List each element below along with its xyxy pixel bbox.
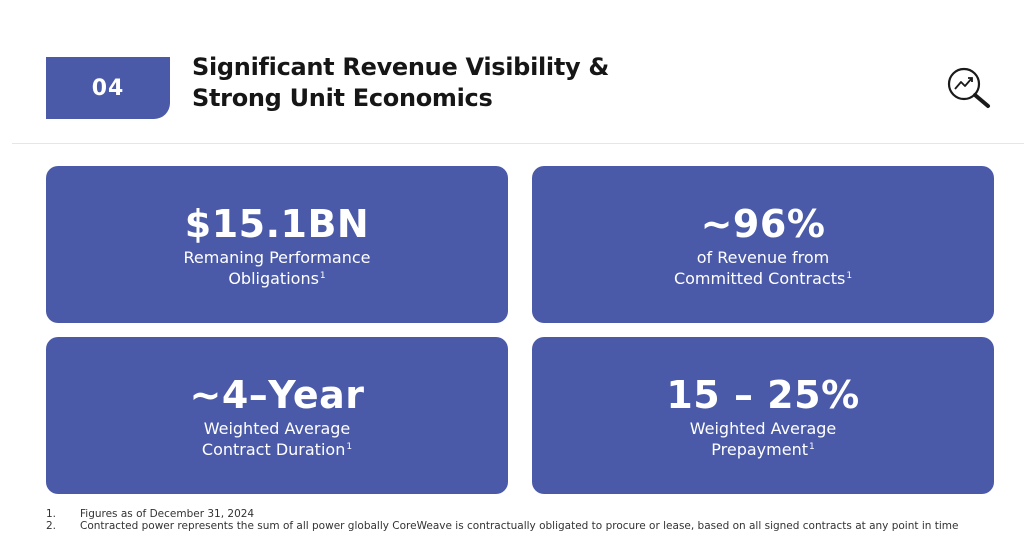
section-number: 04: [91, 75, 125, 101]
footnote-ref: 1: [808, 441, 815, 452]
footnote-ref: 1: [319, 270, 326, 281]
page-title: Significant Revenue Visibility & Strong …: [192, 52, 812, 114]
metric-label-line-2: Obligations: [228, 268, 319, 288]
footnotes: 1. Figures as of December 31, 2024 2. Co…: [46, 508, 996, 532]
footnote-number: 1.: [46, 508, 57, 520]
footnote-item: 1. Figures as of December 31, 2024: [46, 508, 996, 520]
header-divider: [12, 143, 1024, 144]
page-title-line-1: Significant Revenue Visibility &: [192, 53, 610, 81]
footnote-number: 2.: [46, 520, 57, 532]
magnifier-trend-icon: [947, 67, 990, 108]
footnote-ref: 1: [846, 270, 853, 281]
metric-value: ~96%: [700, 201, 826, 246]
footnote-text: Figures as of December 31, 2024: [80, 508, 255, 520]
metric-card-committed-revenue: ~96% of Revenue from Committed Contracts…: [532, 166, 994, 323]
metric-card-rpo: $15.1BN Remaning Performance Obligations…: [46, 166, 508, 323]
metric-card-contract-duration: ~4–Year Weighted Average Contract Durati…: [46, 337, 508, 494]
metric-label-line-2: Committed Contracts: [673, 268, 846, 288]
metric-value: 15 – 25%: [666, 372, 860, 417]
footnote-text: Contracted power represents the sum of a…: [80, 520, 959, 532]
metric-label-line-1: Weighted Average: [203, 418, 351, 438]
metric-value: ~4–Year: [189, 372, 365, 417]
metric-label-line-2: Prepayment: [711, 439, 808, 459]
metric-card-prepayment: 15 – 25% Weighted Average Prepayment1: [532, 337, 994, 494]
page-title-line-2: Strong Unit Economics: [192, 84, 493, 112]
footnote-item: 2. Contracted power represents the sum o…: [46, 520, 996, 532]
footnote-ref: 1: [346, 441, 353, 452]
metric-value: $15.1BN: [184, 201, 370, 246]
metric-label-line-1: Weighted Average: [689, 418, 837, 438]
metric-label-line-1: Remaning Performance: [183, 247, 371, 267]
metric-label-line-1: of Revenue from: [696, 247, 830, 267]
metric-label-line-2: Contract Duration: [201, 439, 346, 459]
section-number-badge: 04: [46, 57, 170, 119]
